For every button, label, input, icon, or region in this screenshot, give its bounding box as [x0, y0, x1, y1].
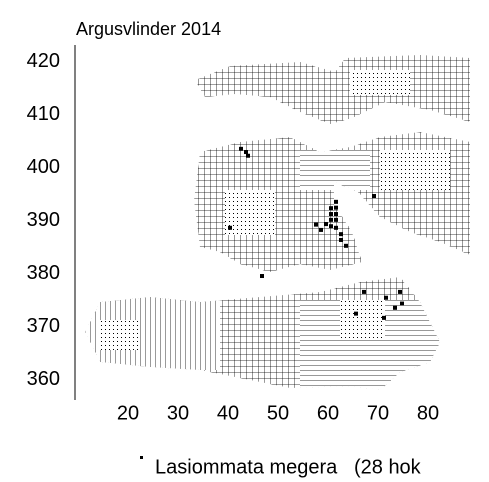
data-point: [382, 315, 386, 320]
data-point: [339, 232, 343, 237]
legend-label: Lasiommata megera (28 hok: [155, 456, 422, 478]
data-point: [329, 217, 333, 222]
data-point: [246, 153, 250, 158]
data-point: [329, 212, 333, 217]
x-tick-label: 20: [117, 402, 139, 424]
data-point: [239, 146, 243, 151]
data-point: [334, 205, 338, 210]
data-point: [393, 305, 397, 310]
data-point: [339, 237, 343, 242]
y-tick-label: 390: [27, 209, 60, 231]
data-point: [334, 212, 338, 217]
x-tick-label: 80: [417, 402, 439, 424]
data-point: [398, 289, 402, 294]
data-point: [362, 289, 366, 294]
data-point: [244, 150, 248, 155]
data-point: [372, 194, 376, 199]
x-tick-label: 30: [167, 402, 189, 424]
chart-title: Argusvlinder 2014: [76, 19, 221, 39]
y-tick-label: 380: [27, 262, 60, 284]
data-point: [319, 227, 323, 232]
x-tick-label: 50: [267, 402, 289, 424]
x-tick-label: 60: [317, 402, 339, 424]
data-point: [228, 225, 232, 230]
data-point: [354, 311, 358, 316]
y-tick-label: 360: [27, 368, 60, 390]
data-point: [384, 295, 388, 300]
data-point: [334, 225, 338, 230]
y-tick-label: 370: [27, 315, 60, 337]
x-tick-label: 70: [367, 402, 389, 424]
x-tick-label: 40: [217, 402, 239, 424]
data-point: [260, 274, 264, 279]
data-point: [314, 222, 318, 227]
data-point: [334, 217, 338, 222]
y-tick-label: 420: [27, 50, 60, 72]
map-land: [85, 55, 470, 390]
data-point: [329, 206, 333, 211]
y-tick-label: 410: [27, 103, 60, 125]
data-point: [344, 243, 348, 248]
data-point: [324, 222, 328, 227]
y-tick-label: 400: [27, 156, 60, 178]
data-point: [400, 301, 404, 306]
data-point: [334, 199, 338, 204]
legend-marker: [140, 456, 143, 459]
data-point: [329, 224, 333, 229]
